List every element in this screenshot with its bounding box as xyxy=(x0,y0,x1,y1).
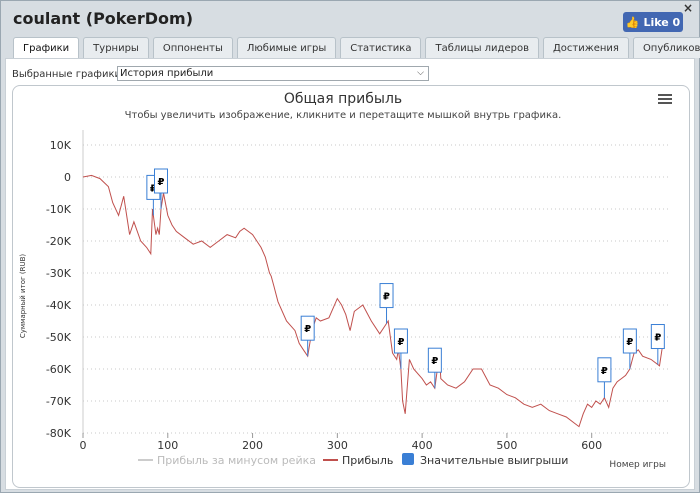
x-tick-label: 200 xyxy=(242,439,263,452)
big-win-flag[interactable]: ₽ xyxy=(154,168,168,209)
y-tick-label: -20K xyxy=(46,235,72,248)
series-lines xyxy=(82,174,664,428)
tab-opponents[interactable]: Оппоненты xyxy=(152,37,233,58)
y-tick-label: -40K xyxy=(46,299,72,312)
y-axis-ticks: 10K 0 -10K -20K -30K -40K -50K -60K -70K -80K xyxy=(46,139,72,440)
tab-bar: Графики Турниры Оппоненты Любимые игры С… xyxy=(13,37,700,59)
ruble-icon: ₽ xyxy=(383,292,390,303)
graph-select[interactable]: История прибыли ⌵ xyxy=(117,66,429,81)
tab-tournaments[interactable]: Турниры xyxy=(83,37,149,58)
chart-frame[interactable]: Общая прибыль Чтобы увеличить изображени… xyxy=(12,85,690,488)
tab-achievements[interactable]: Достижения xyxy=(542,37,629,58)
grid-lines xyxy=(83,144,668,434)
x-axis-label: Номер игры xyxy=(609,460,666,470)
y-tick-label: 10K xyxy=(50,139,72,152)
big-win-flag[interactable]: ₽ xyxy=(650,324,665,365)
y-tick-label: -10K xyxy=(46,203,72,216)
y-tick-label: 0 xyxy=(64,171,71,184)
big-win-flag[interactable]: ₽ xyxy=(427,347,442,389)
profit-chart[interactable]: Общая прибыль Чтобы увеличить изображени… xyxy=(13,86,690,488)
profit-series-line xyxy=(82,174,664,428)
y-tick-label: -70K xyxy=(46,395,72,408)
tab-leaderboards[interactable]: Таблицы лидеров xyxy=(425,37,539,58)
x-tick-label: 300 xyxy=(327,439,348,452)
big-win-flag[interactable]: ₽ xyxy=(393,328,408,369)
y-tick-label: -30K xyxy=(46,267,72,280)
window-title: coulant (PokerDom) xyxy=(13,9,193,28)
chart-subtitle: Чтобы увеличить изображение, кликните и … xyxy=(125,110,562,121)
ruble-icon: ₽ xyxy=(431,356,438,367)
close-icon[interactable]: × xyxy=(682,1,693,15)
ruble-icon: ₽ xyxy=(150,183,157,194)
ruble-icon: ₽ xyxy=(601,366,608,377)
ruble-icon: ₽ xyxy=(397,337,404,348)
big-win-flag[interactable]: ₽ xyxy=(622,328,637,369)
legend-item-profit[interactable]: Прибыль xyxy=(342,454,393,467)
legend: Прибыль за минусом рейка Прибыль Значите… xyxy=(138,453,568,467)
ruble-icon: ₽ xyxy=(654,333,661,344)
graph-select-value: История прибыли xyxy=(120,68,214,79)
legend-item-bigwins[interactable]: Значительные выигрыши xyxy=(420,454,568,467)
menu-icon[interactable] xyxy=(658,94,672,104)
tab-statistics[interactable]: Статистика xyxy=(340,37,422,58)
x-tick-label: 500 xyxy=(496,439,517,452)
like-label: Like 0 xyxy=(643,15,681,29)
legend-item-rake[interactable]: Прибыль за минусом рейка xyxy=(157,454,316,467)
x-tick-label: 600 xyxy=(581,439,602,452)
y-axis-label: Суммарный итог (RUB) xyxy=(19,254,27,339)
x-tick-label: 100 xyxy=(157,439,178,452)
x-tick-label: 400 xyxy=(412,439,433,452)
x-axis-ticks: 0 100 200 300 400 500 600 xyxy=(80,433,602,452)
chart-title: Общая прибыль xyxy=(284,91,402,107)
big-win-flags: ₽₽₽₽₽₽₽₽ ₽ xyxy=(146,168,665,398)
legend-bigwins-swatch xyxy=(402,453,414,465)
thumbs-up-icon: 👍 xyxy=(625,15,640,29)
facebook-like-button[interactable]: 👍 Like 0 xyxy=(623,12,683,32)
big-win-flag[interactable]: ₽ xyxy=(379,283,394,324)
big-win-flag[interactable]: ₽ xyxy=(300,315,315,357)
ruble-icon: ₽ xyxy=(626,337,633,348)
tab-favorite-games[interactable]: Любимые игры xyxy=(236,37,337,58)
ruble-icon: ₽ xyxy=(158,177,165,188)
y-tick-label: -50K xyxy=(46,331,72,344)
tab-graphs[interactable]: Графики xyxy=(13,37,80,59)
title-bar: coulant (PokerDom) 👍 Like 0 × xyxy=(1,1,699,35)
graph-select-label: Выбранные графики: xyxy=(12,69,125,80)
ruble-icon: ₽ xyxy=(304,324,311,335)
y-tick-label: -80K xyxy=(46,427,72,440)
x-tick-label: 0 xyxy=(80,439,87,452)
y-tick-label: -60K xyxy=(46,363,72,376)
chevron-down-icon: ⌵ xyxy=(417,68,424,78)
tab-publish[interactable]: Опубликовать xyxy=(632,37,700,58)
tab-content: Выбранные графики: История прибыли ⌵ Общ… xyxy=(5,58,695,490)
big-win-flag[interactable]: ₽ xyxy=(597,357,612,398)
